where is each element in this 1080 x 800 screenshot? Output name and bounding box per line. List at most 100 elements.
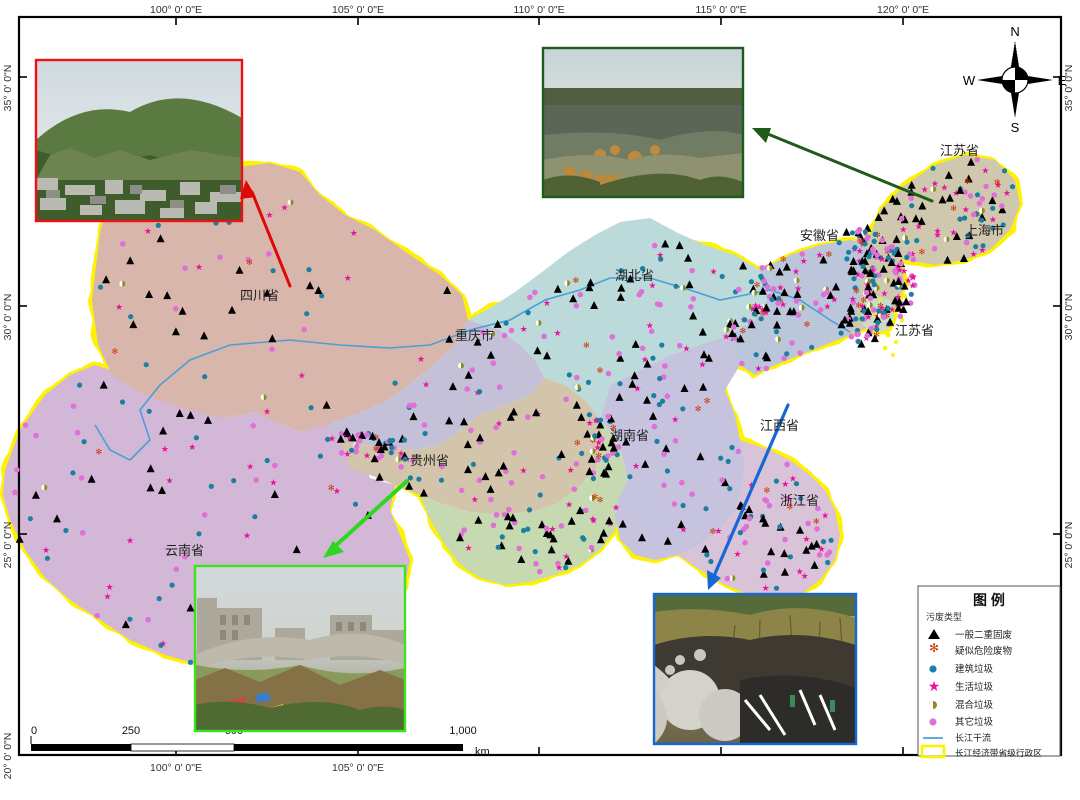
svg-text:★: ★	[520, 324, 528, 334]
svg-text:✻: ✻	[583, 341, 590, 350]
svg-text:✻: ✻	[328, 484, 335, 493]
svg-text:重庆市: 重庆市	[455, 328, 494, 343]
svg-text:110° 0' 0"E: 110° 0' 0"E	[513, 4, 564, 16]
svg-text:★: ★	[981, 166, 989, 176]
svg-text:一般二重固废: 一般二重固废	[955, 629, 1013, 641]
svg-text:30° 0' 0"N: 30° 0' 0"N	[1063, 294, 1075, 341]
svg-text:120° 0' 0"E: 120° 0' 0"E	[877, 4, 929, 16]
svg-text:35° 0' 0"N: 35° 0' 0"N	[1063, 65, 1075, 112]
svg-text:★: ★	[422, 379, 430, 389]
svg-text:★: ★	[417, 354, 425, 364]
svg-text:★: ★	[350, 228, 358, 238]
svg-text:✻: ✻	[695, 405, 702, 414]
svg-text:1,000: 1,000	[449, 725, 477, 737]
svg-text:★: ★	[909, 281, 917, 291]
svg-text:★: ★	[632, 461, 640, 471]
svg-text:★: ★	[589, 514, 597, 524]
svg-text:★: ★	[801, 571, 809, 581]
svg-text:★: ★	[126, 536, 134, 546]
svg-text:✻: ✻	[574, 438, 581, 447]
svg-text:20° 0' 0"N: 20° 0' 0"N	[2, 733, 14, 780]
svg-text:★: ★	[115, 302, 123, 312]
svg-text:江西省: 江西省	[760, 418, 799, 433]
svg-text:25° 0' 0"N: 25° 0' 0"N	[1063, 522, 1075, 569]
svg-text:★: ★	[243, 531, 251, 541]
svg-text:★: ★	[280, 202, 288, 212]
svg-text:✻: ✻	[597, 496, 604, 505]
svg-text:★: ★	[816, 250, 824, 260]
svg-text:115° 0' 0"E: 115° 0' 0"E	[695, 4, 746, 16]
svg-text:100° 0' 0"E: 100° 0' 0"E	[150, 762, 202, 774]
svg-text:★: ★	[940, 183, 948, 193]
svg-text:★: ★	[864, 312, 872, 322]
svg-text:长江干流: 长江干流	[955, 732, 991, 743]
svg-text:★: ★	[880, 289, 888, 299]
svg-text:★: ★	[195, 262, 203, 272]
svg-text:★: ★	[931, 178, 939, 188]
svg-text:★: ★	[562, 552, 570, 562]
svg-text:35° 0' 0"N: 35° 0' 0"N	[2, 65, 14, 112]
svg-text:✻: ✻	[964, 177, 971, 186]
svg-text:★: ★	[978, 245, 986, 255]
svg-text:★: ★	[246, 462, 254, 472]
svg-text:100° 0' 0"E: 100° 0' 0"E	[150, 4, 202, 16]
svg-text:★: ★	[543, 298, 551, 308]
svg-text:✻: ✻	[826, 250, 833, 259]
svg-text:S: S	[1011, 120, 1020, 135]
svg-text:★: ★	[900, 266, 908, 276]
svg-text:上海市: 上海市	[965, 223, 1004, 238]
svg-text:★: ★	[754, 364, 762, 374]
svg-text:105° 0' 0"E: 105° 0' 0"E	[332, 762, 384, 774]
svg-text:江苏省: 江苏省	[940, 143, 979, 158]
svg-text:其它垃圾: 其它垃圾	[955, 716, 994, 728]
svg-text:四川省: 四川省	[240, 288, 279, 303]
svg-text:★: ★	[144, 226, 152, 236]
svg-text:★: ★	[915, 221, 923, 231]
svg-text:疑似危险废物: 疑似危险废物	[955, 645, 1013, 657]
svg-text:km: km	[475, 746, 490, 758]
svg-text:★: ★	[671, 415, 679, 425]
svg-text:★: ★	[682, 344, 690, 354]
svg-text:江苏省: 江苏省	[895, 323, 934, 338]
svg-text:★: ★	[567, 465, 575, 475]
svg-text:★: ★	[165, 475, 173, 485]
svg-text:✻: ✻	[994, 178, 1001, 187]
svg-text:★: ★	[928, 678, 941, 694]
svg-text:混合垃圾: 混合垃圾	[955, 699, 994, 711]
svg-text:★: ★	[266, 210, 274, 220]
svg-text:★: ★	[612, 503, 620, 513]
svg-text:浙江省: 浙江省	[780, 493, 819, 508]
svg-text:★: ★	[962, 205, 970, 215]
svg-text:✻: ✻	[813, 517, 820, 526]
svg-text:★: ★	[781, 479, 789, 489]
svg-text:★: ★	[679, 525, 687, 535]
svg-text:★: ★	[792, 266, 800, 276]
svg-text:贵州省: 贵州省	[410, 453, 449, 468]
svg-text:湖北省: 湖北省	[615, 268, 654, 283]
svg-text:★: ★	[821, 511, 829, 521]
svg-text:W: W	[963, 73, 976, 88]
svg-text:★: ★	[363, 451, 371, 461]
svg-text:★: ★	[104, 592, 112, 602]
svg-text:✻: ✻	[858, 237, 865, 246]
svg-text:★: ★	[594, 443, 602, 453]
svg-text:✻: ✻	[929, 641, 939, 655]
svg-text:25° 0' 0"N: 25° 0' 0"N	[2, 522, 14, 569]
svg-text:湖南省: 湖南省	[610, 428, 649, 443]
svg-text:污废类型: 污废类型	[926, 611, 962, 622]
svg-text:★: ★	[830, 294, 838, 304]
svg-text:★: ★	[921, 184, 929, 194]
svg-text:✻: ✻	[96, 448, 103, 457]
svg-text:图 例: 图 例	[973, 592, 1005, 608]
svg-text:✻: ✻	[780, 255, 787, 264]
svg-text:★: ★	[762, 583, 770, 593]
svg-text:✻: ✻	[597, 366, 604, 375]
svg-text:N: N	[1010, 24, 1019, 39]
svg-text:★: ★	[344, 273, 352, 283]
svg-text:★: ★	[800, 256, 808, 266]
svg-text:★: ★	[733, 549, 741, 559]
svg-text:★: ★	[586, 418, 594, 428]
svg-text:安徽省: 安徽省	[800, 228, 839, 243]
svg-text:★: ★	[969, 249, 977, 259]
svg-text:建筑垃圾: 建筑垃圾	[955, 663, 994, 675]
